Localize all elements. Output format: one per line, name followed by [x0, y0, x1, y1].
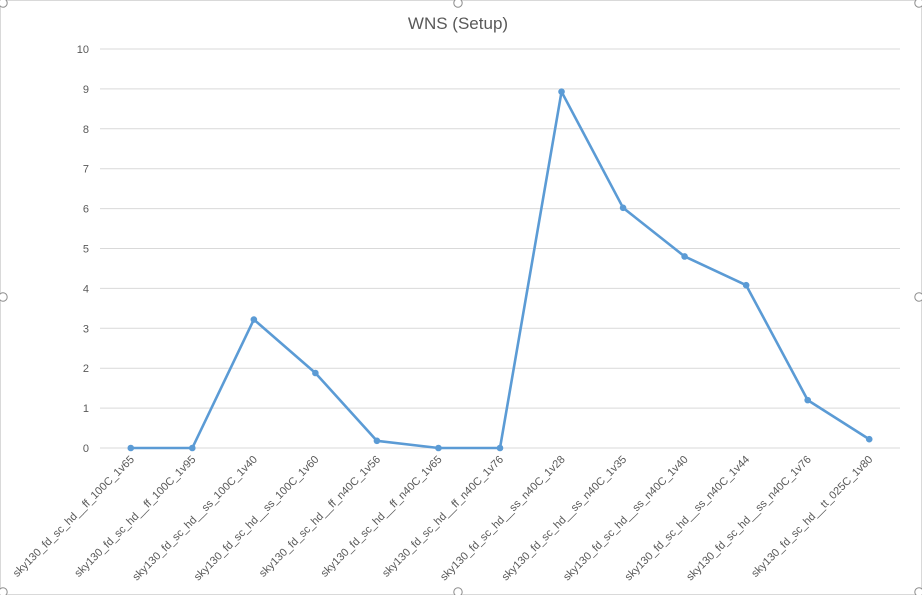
data-point[interactable]	[619, 204, 627, 212]
data-point[interactable]	[250, 316, 258, 323]
data-point[interactable]	[681, 253, 688, 260]
data-point[interactable]	[865, 435, 873, 443]
data-point[interactable]	[435, 444, 442, 452]
y-tick-label: 4	[83, 283, 89, 295]
y-tick-label: 9	[83, 84, 89, 96]
resize-handle[interactable]	[0, 587, 8, 597]
resize-handle[interactable]	[914, 587, 922, 597]
data-point[interactable]	[804, 396, 811, 404]
data-point[interactable]	[189, 444, 196, 452]
y-tick-label: 10	[77, 44, 89, 56]
series-layer	[127, 88, 873, 452]
data-point[interactable]	[742, 281, 750, 289]
data-point[interactable]	[558, 88, 565, 95]
y-tick-label: 3	[83, 323, 89, 335]
y-tick-label: 2	[83, 363, 89, 375]
resize-handle[interactable]	[0, 292, 8, 302]
y-tick-label: 8	[83, 124, 89, 136]
resize-handle[interactable]	[914, 292, 922, 302]
y-tick-label: 1	[83, 403, 89, 415]
data-point[interactable]	[496, 444, 504, 452]
data-point[interactable]	[312, 369, 319, 377]
data-point[interactable]	[373, 437, 381, 445]
y-tick-label: 5	[83, 244, 89, 256]
y-tick-label: 6	[83, 204, 89, 216]
y-tick-label: 0	[83, 443, 89, 455]
data-point[interactable]	[127, 444, 135, 452]
gridlines	[100, 48, 900, 449]
chart-title: WNS (Setup)	[408, 14, 508, 33]
y-tick-label: 7	[83, 164, 89, 176]
resize-handle[interactable]	[0, 0, 8, 8]
resize-handle[interactable]	[914, 0, 922, 8]
resize-handle[interactable]	[453, 587, 463, 597]
resize-handle[interactable]	[453, 0, 463, 8]
y-axis-ticks: 0 1 2 3 4 5 6 7 8 9 10	[77, 44, 89, 455]
